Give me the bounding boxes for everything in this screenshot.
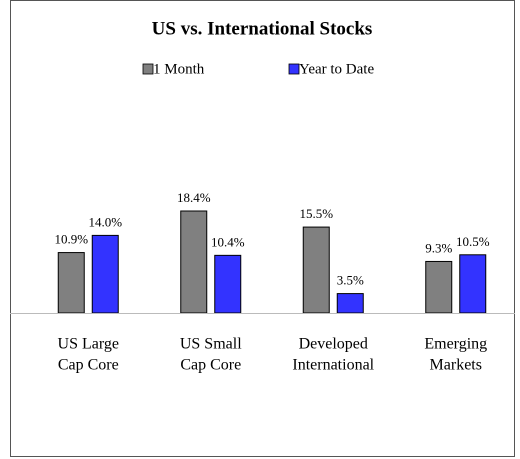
x-tick-label: International [292,357,374,374]
data-label: 10.9% [54,232,88,247]
data-label: 9.3% [425,240,452,255]
x-tick-label: US Large [58,336,119,353]
x-tick-label: Emerging [424,336,487,353]
data-label: 10.5% [456,234,490,249]
bar [57,252,85,314]
legend-swatch [142,63,154,75]
legend-swatch [288,63,300,75]
bar [336,293,364,314]
data-label: 18.4% [177,190,211,205]
data-label: 15.5% [299,206,333,221]
data-label: 10.4% [211,234,245,249]
data-label: 3.5% [337,273,364,288]
x-tick-label: Markets [430,357,482,374]
legend-label: 1 Month [153,61,205,77]
bar [91,234,119,314]
x-tick-label: Cap Core [58,357,119,374]
x-tick-label: Developed [299,336,368,353]
bar [214,254,242,314]
bar [425,260,453,314]
chart-frame [10,0,515,457]
data-label: 14.0% [88,214,122,229]
x-tick-label: Cap Core [180,357,241,374]
bar [459,254,487,314]
bar [302,226,330,314]
legend-label: Year to Date [299,61,374,77]
x-tick-label: US Small [180,336,242,353]
bar [180,210,208,314]
chart-title: US vs. International Stocks [152,18,373,39]
